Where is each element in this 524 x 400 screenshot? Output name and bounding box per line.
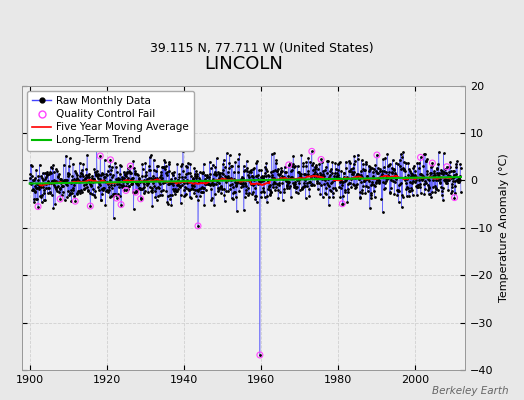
- Point: [112, 195, 121, 201]
- Point: [117, 201, 125, 208]
- Legend: Raw Monthly Data, Quality Control Fail, Five Year Moving Average, Long-Term Tren: Raw Monthly Data, Quality Control Fail, …: [27, 91, 194, 151]
- Point: [428, 160, 436, 166]
- Point: [308, 148, 316, 154]
- Point: [194, 223, 202, 229]
- Point: [373, 152, 381, 158]
- Point: [338, 200, 346, 207]
- Text: 39.115 N, 77.711 W (United States): 39.115 N, 77.711 W (United States): [150, 42, 374, 55]
- Text: Berkeley Earth: Berkeley Earth: [432, 386, 508, 396]
- Point: [71, 198, 80, 204]
- Point: [317, 156, 325, 163]
- Title: LINCOLN: LINCOLN: [204, 55, 283, 73]
- Point: [256, 352, 264, 358]
- Point: [417, 154, 425, 160]
- Point: [443, 164, 451, 170]
- Y-axis label: Temperature Anomaly (°C): Temperature Anomaly (°C): [499, 154, 509, 302]
- Point: [285, 162, 293, 168]
- Point: [132, 189, 140, 196]
- Point: [34, 203, 42, 210]
- Point: [96, 153, 104, 159]
- Point: [450, 194, 458, 201]
- Point: [106, 157, 115, 163]
- Point: [122, 187, 130, 194]
- Point: [136, 196, 145, 202]
- Point: [126, 163, 135, 169]
- Point: [56, 196, 64, 202]
- Point: [86, 203, 94, 209]
